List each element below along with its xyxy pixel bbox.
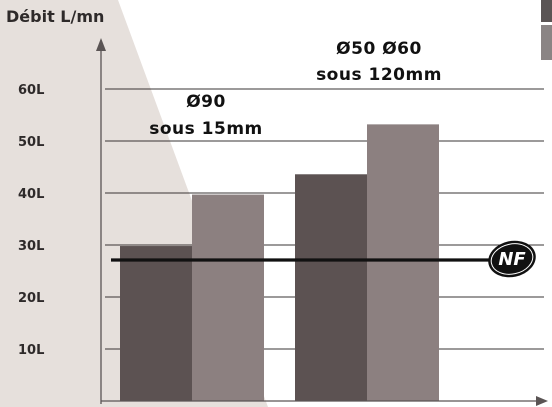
reference-layer: NF: [111, 240, 536, 278]
y-axis-arrow: [96, 38, 106, 51]
y-tick-label: 60L: [18, 83, 44, 98]
group-annotation-line2: sous 120mm: [316, 65, 442, 85]
y-tick-label: 10L: [18, 343, 44, 358]
bar: [367, 124, 439, 402]
x-axis-arrow: [536, 396, 548, 406]
nf-badge: [488, 240, 536, 278]
y-tick-label: 20L: [18, 291, 44, 306]
y-axis-label: Débit L/mn: [6, 7, 104, 26]
corner-decoration: [541, 25, 552, 60]
axes-layer: [96, 38, 548, 406]
group-annotation-line1: Ø90: [186, 92, 226, 112]
nf-badge-ring: [490, 243, 534, 275]
group-annotation-line2: sous 15mm: [149, 119, 263, 139]
y-tick-label: 50L: [18, 135, 44, 150]
y-tick-label: 40L: [18, 187, 44, 202]
bar: [295, 174, 367, 401]
corner-decoration: [541, 0, 552, 22]
bar: [120, 246, 192, 401]
nf-badge-text: NF: [498, 249, 526, 270]
y-tick-label: 30L: [18, 239, 44, 254]
bar: [192, 194, 264, 401]
bars-layer: [120, 124, 439, 402]
group-annotation-line1: Ø50 Ø60: [336, 39, 422, 59]
bar-group-annotations: Ø90 sous 15mm Ø50 Ø60 sous 120mm: [149, 39, 442, 139]
y-tick-labels: 10L 20L 30L 40L 50L 60L: [18, 83, 44, 358]
